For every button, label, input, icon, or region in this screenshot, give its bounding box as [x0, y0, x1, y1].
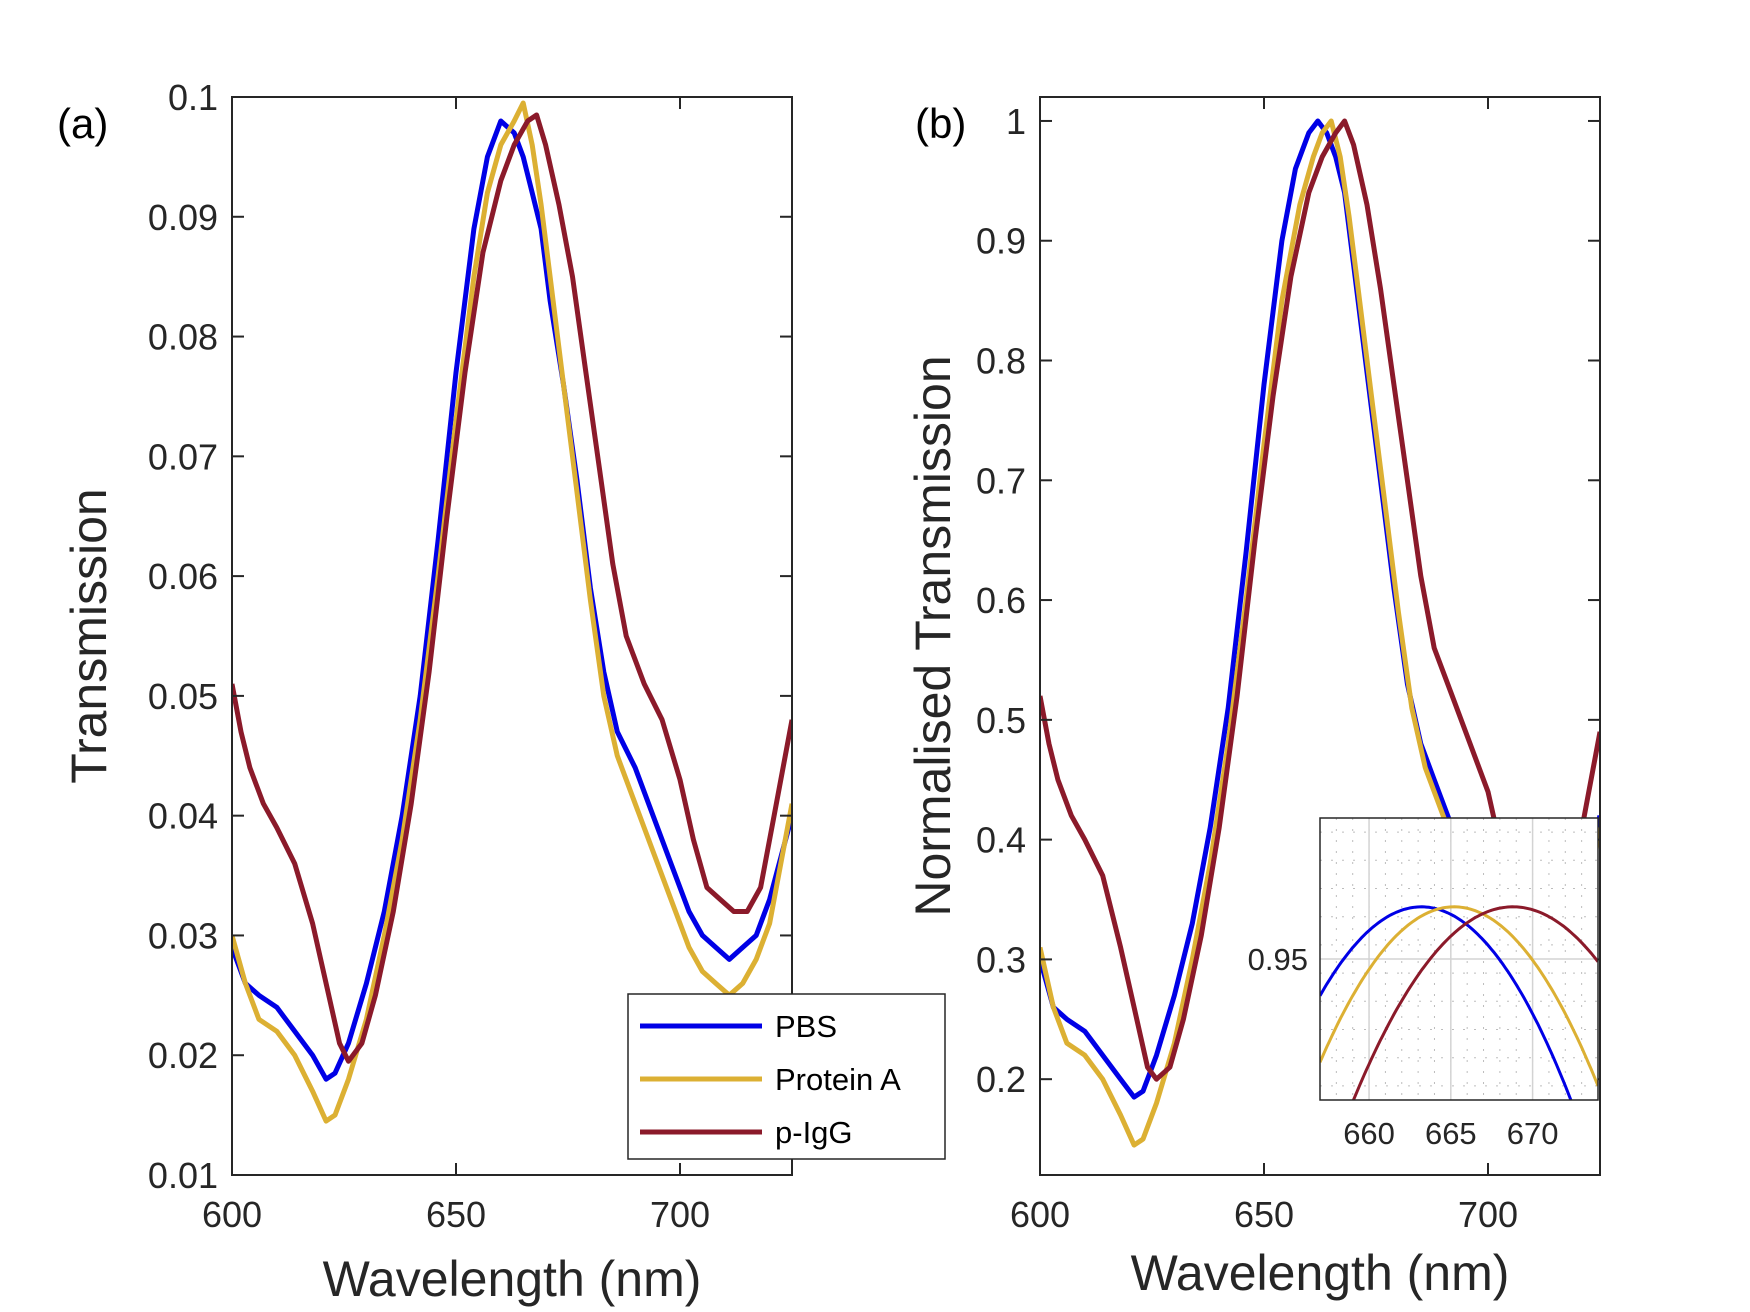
series-line-pbs-a: [232, 118, 792, 1082]
inset-curve-p-igg: [1351, 905, 1598, 1100]
y-tick-label-a: 0.02: [148, 1035, 218, 1076]
inset-x-tick-label: 665: [1425, 1116, 1477, 1151]
y-tick-label-b: 1: [1006, 101, 1026, 142]
legend-label-protein-a: Protein A: [775, 1062, 901, 1097]
x-tick-label-a: 700: [650, 1194, 710, 1235]
y-tick-label-a: 0.1: [168, 77, 218, 118]
y-tick-label-a: 0.04: [148, 796, 218, 837]
y-axis-label-a: Transmission: [61, 488, 117, 783]
inset-y-tick-label: 0.95: [1248, 942, 1308, 977]
x-axis-label-b: Wavelength (nm): [1131, 1245, 1510, 1301]
panel-b: (b) 600 650 700 0.2 0.3 0.4 0.5 0.6 0.7 0.8 0.9 1 W…: [905, 96, 1601, 1301]
inset-curve-pbs: [1320, 905, 1573, 1100]
inset-curve-protein-a: [1320, 905, 1598, 1087]
panel-label-a: (a): [57, 100, 108, 147]
y-tick-label-b: 0.9: [976, 221, 1026, 262]
x-axis-label-a: Wavelength (nm): [323, 1251, 702, 1307]
legend-label-pbs: PBS: [775, 1009, 837, 1044]
inset-plot: 660 665 670 0.95: [1248, 817, 1599, 1151]
x-tick-label-a: 600: [202, 1194, 262, 1235]
x-tick-label-b: 650: [1234, 1194, 1294, 1235]
y-tick-label-b: 0.3: [976, 939, 1026, 980]
legend: PBS Protein A p-IgG: [627, 993, 946, 1160]
inset-x-tick-label: 660: [1343, 1116, 1395, 1151]
y-tick-label-b: 0.6: [976, 580, 1026, 621]
axes-frame-a: [231, 96, 793, 1176]
y-tick-label-a: 0.05: [148, 676, 218, 717]
y-tick-label-b: 0.7: [976, 460, 1026, 501]
y-tick-label-b: 0.2: [976, 1059, 1026, 1100]
y-tick-label-a: 0.08: [148, 317, 218, 358]
panel-label-b: (b): [915, 100, 966, 147]
y-tick-label-a: 0.03: [148, 915, 218, 956]
y-tick-label-a: 0.06: [148, 556, 218, 597]
series-line-protein-a-a: [232, 100, 792, 1124]
inset-frame: [1319, 817, 1599, 1101]
y-tick-label-a: 0.01: [148, 1155, 218, 1196]
x-tick-label-a: 650: [426, 1194, 486, 1235]
legend-label-p-igg: p-IgG: [775, 1115, 853, 1150]
x-tick-label-b: 600: [1010, 1194, 1070, 1235]
panel-a: (a) 600 650 700 0.01 0.02 0.03 0.04 0.05 0.06 0.0…: [57, 77, 946, 1307]
y-tick-label-a: 0.07: [148, 436, 218, 477]
y-axis-label-b: Normalised Transmission: [905, 355, 961, 916]
y-tick-label-a: 0.09: [148, 197, 218, 238]
y-tick-label-b: 0.8: [976, 341, 1026, 382]
y-tick-label-b: 0.4: [976, 820, 1026, 861]
axes-frame-b: [1039, 96, 1601, 1176]
x-tick-label-b: 700: [1458, 1194, 1518, 1235]
y-tick-label-b: 0.5: [976, 700, 1026, 741]
series-line-p-igg-a: [232, 112, 792, 1064]
inset-x-tick-label: 670: [1507, 1116, 1559, 1151]
